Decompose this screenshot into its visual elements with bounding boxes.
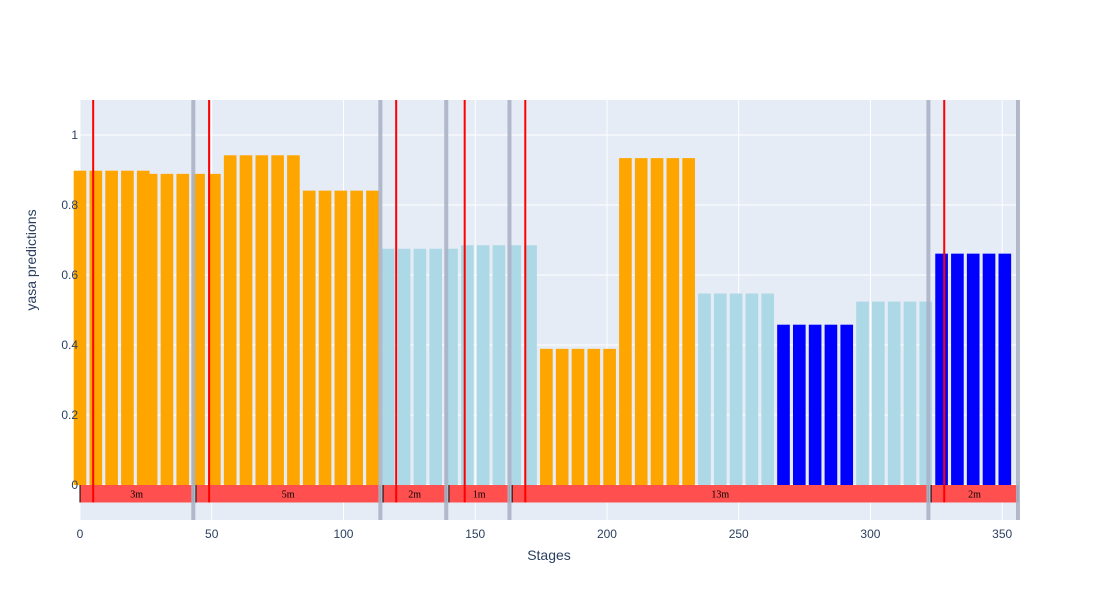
bar: [540, 348, 553, 485]
segment-label: 2m: [408, 489, 421, 500]
bar: [698, 293, 711, 485]
x-tick-label: 100: [333, 527, 353, 541]
bar: [524, 245, 537, 485]
bar: [555, 348, 569, 485]
y-tick-label: 0.6: [61, 268, 78, 282]
bar: [603, 348, 616, 485]
segment-label: 13m: [711, 489, 729, 500]
bar: [176, 173, 190, 485]
bar: [729, 293, 743, 485]
bar: [856, 301, 869, 485]
x-axis-ticks: 0 50 100 150 200 250 300 350: [77, 527, 1013, 541]
bar: [239, 155, 253, 486]
bar: [777, 324, 790, 485]
bar: [966, 253, 980, 485]
segment-band: [80, 485, 194, 503]
boundary-lines: [191, 100, 1020, 520]
bar: [476, 245, 490, 485]
y-tick-label: 1: [71, 128, 78, 142]
bars: [73, 155, 1012, 486]
bar: [634, 158, 648, 485]
bar: [192, 173, 205, 485]
segment-band: [931, 485, 1018, 503]
segment-band: [383, 485, 447, 503]
y-tick-label: 0.8: [61, 198, 78, 212]
bar: [208, 173, 221, 485]
bar: [808, 324, 822, 485]
bar: [350, 190, 363, 485]
segment-label: 3m: [130, 489, 143, 500]
bar: [982, 253, 996, 485]
segment-band: [195, 485, 381, 503]
x-tick-label: 300: [860, 527, 880, 541]
bar: [397, 248, 411, 485]
bar: [255, 155, 269, 486]
bar: [73, 170, 87, 485]
bar: [287, 155, 300, 486]
y-axis-title: yasa predictions: [23, 209, 39, 310]
y-tick-label: 0: [71, 478, 78, 492]
y-axis-ticks: 0 0.2 0.4 0.6 0.8 1: [61, 128, 78, 492]
bar: [366, 190, 379, 485]
bar: [840, 324, 854, 485]
bar: [713, 293, 727, 485]
bar: [587, 348, 601, 485]
bar: [89, 170, 103, 485]
x-tick-label: 150: [465, 527, 485, 541]
bar: [429, 248, 443, 485]
x-axis-title: Stages: [527, 547, 571, 563]
bar: [872, 301, 885, 485]
bar: [144, 173, 158, 485]
bar: [650, 158, 664, 485]
segment-label: 5m: [282, 489, 295, 500]
x-tick-label: 250: [729, 527, 749, 541]
segment-band: [512, 485, 929, 503]
bar: [413, 248, 427, 485]
bar: [682, 158, 695, 485]
segment-bands: 3m 5m 2m 1m 13m 2m: [79, 485, 1019, 503]
bar: [460, 245, 474, 485]
bar: [824, 324, 838, 485]
bar: [445, 248, 458, 485]
bar: [998, 253, 1012, 485]
x-tick-label: 0: [77, 527, 84, 541]
bar: [508, 245, 522, 485]
bar: [223, 155, 237, 486]
y-tick-label: 0.4: [61, 338, 78, 352]
x-tick-label: 350: [992, 527, 1012, 541]
marker-lines: [92, 100, 946, 503]
bar: [302, 190, 316, 485]
segment-label: 1m: [473, 489, 486, 500]
x-tick-label: 50: [205, 527, 219, 541]
bar: [951, 253, 964, 485]
bar: [318, 190, 332, 485]
bar: [381, 248, 395, 485]
segment-label: 2m: [968, 489, 981, 500]
bar: [619, 158, 632, 485]
bar: [761, 293, 775, 485]
y-tick-label: 0.2: [61, 408, 78, 422]
bar: [903, 301, 917, 485]
bar: [935, 253, 948, 485]
bar: [792, 324, 806, 485]
bar: [160, 173, 174, 485]
bar: [571, 348, 585, 485]
bar: [666, 158, 680, 485]
bar: [121, 170, 134, 485]
bar: [105, 170, 118, 485]
bar: [745, 293, 759, 485]
x-tick-label: 200: [597, 527, 617, 541]
bar: [492, 245, 506, 485]
bar: [334, 190, 348, 485]
bar: [271, 155, 284, 486]
bar: [887, 301, 901, 485]
